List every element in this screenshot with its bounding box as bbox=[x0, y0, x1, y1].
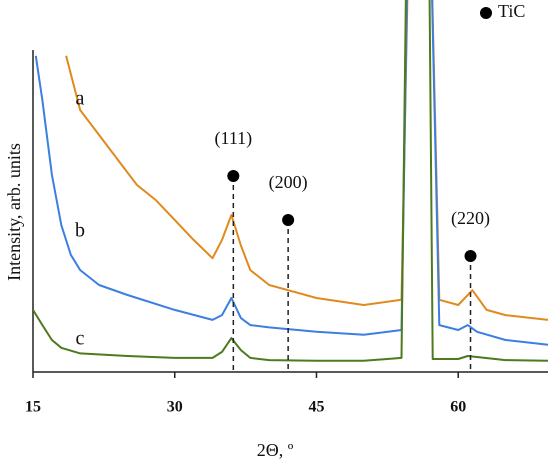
peak-label: (220) bbox=[451, 208, 490, 229]
peak-label: (111) bbox=[215, 128, 253, 149]
legend-label: TiC bbox=[498, 1, 525, 21]
peak-marker bbox=[227, 170, 240, 182]
series-line bbox=[65, 0, 549, 321]
series-label: c bbox=[76, 328, 85, 350]
x-tick-label: 30 bbox=[167, 399, 183, 416]
series-line bbox=[33, 0, 549, 362]
peak-label: (200) bbox=[269, 172, 308, 193]
legend-marker bbox=[480, 7, 492, 19]
series-label: b bbox=[75, 220, 85, 242]
x-axis-label: 2Θ, º bbox=[257, 440, 294, 460]
y-axis-label: Intensity, arb. units bbox=[4, 143, 24, 281]
x-tick-label: 45 bbox=[308, 399, 324, 416]
x-tick-label: 15 bbox=[25, 399, 41, 416]
series-line bbox=[34, 0, 549, 346]
peak-marker bbox=[282, 214, 295, 226]
peak-marker bbox=[464, 250, 477, 262]
series-label: a bbox=[76, 88, 85, 110]
x-tick-label: 60 bbox=[450, 399, 466, 416]
